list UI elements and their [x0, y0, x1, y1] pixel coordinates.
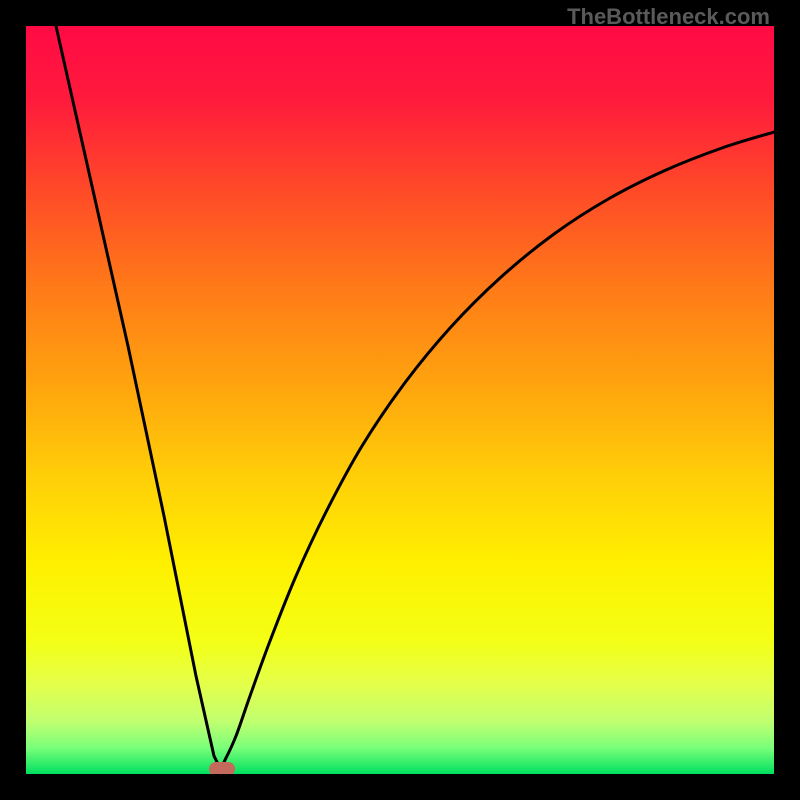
chart-frame: TheBottleneck.com — [0, 0, 800, 800]
curve-overlay — [26, 26, 774, 774]
v-curve-path — [56, 26, 774, 768]
plot-area — [26, 26, 774, 774]
vertex-marker — [209, 762, 235, 774]
